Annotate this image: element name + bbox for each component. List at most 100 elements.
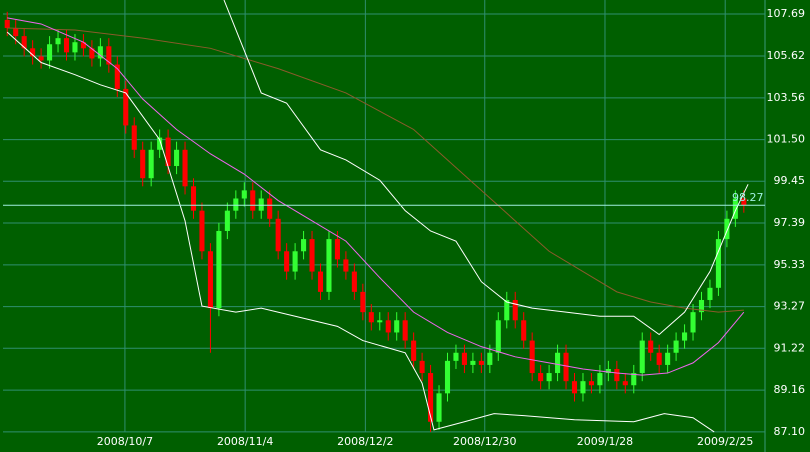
candle-body: [478, 360, 484, 365]
candle-body: [267, 198, 273, 219]
candle-body: [385, 320, 391, 333]
candle-body: [377, 320, 383, 323]
candle-body: [199, 210, 205, 252]
candle-body: [38, 56, 44, 61]
candle-body: [698, 299, 705, 313]
candle-body: [368, 312, 374, 323]
x-tick-label: 2009/1/28: [577, 435, 633, 448]
candle-body: [571, 381, 578, 394]
candle-body: [436, 393, 442, 422]
candle-body: [444, 360, 451, 394]
candle-body: [673, 340, 679, 353]
candle-body: [597, 373, 603, 386]
candle-body: [639, 340, 645, 374]
candle-body: [588, 381, 594, 386]
candle-body: [631, 373, 637, 386]
candle-body: [13, 28, 19, 37]
y-tick-label: 97.39: [774, 216, 806, 229]
candle-body: [394, 320, 400, 333]
candle-body: [292, 251, 298, 272]
candle-body: [682, 332, 688, 341]
x-tick-label: 2008/12/2: [337, 435, 393, 448]
y-tick-label: 87.10: [774, 425, 806, 438]
candle-body: [258, 198, 264, 211]
candle-body: [690, 312, 696, 333]
candle-body: [334, 239, 340, 260]
candle-body: [351, 271, 357, 292]
candle-body: [648, 340, 654, 353]
candle-body: [309, 239, 315, 272]
candle-body: [724, 218, 730, 240]
candle-body: [4, 19, 10, 29]
candle-body: [419, 360, 425, 374]
candle-body: [123, 88, 129, 126]
y-tick-label: 89.16: [774, 383, 806, 396]
candle-body: [317, 271, 324, 292]
candle-body: [190, 186, 197, 211]
candle-body: [233, 198, 239, 211]
candle-body: [614, 368, 620, 382]
candle-body: [97, 46, 103, 59]
y-tick-label: 95.33: [774, 258, 806, 271]
candle-body: [301, 239, 307, 252]
y-tick-label: 105.62: [767, 49, 806, 62]
candle-body: [512, 299, 518, 321]
candle-body: [428, 373, 434, 422]
candle-body: [715, 239, 721, 288]
candle-body: [157, 137, 163, 150]
candle-body: [275, 218, 281, 252]
candle-body: [402, 320, 408, 341]
candle-body: [216, 230, 222, 309]
candle-body: [453, 352, 459, 361]
candle-body: [326, 239, 332, 292]
x-tick-label: 2008/10/7: [97, 435, 153, 448]
candle-body: [538, 373, 544, 382]
last-price-label: 98.27: [732, 191, 764, 204]
candle-body: [21, 36, 27, 49]
y-tick-label: 99.45: [774, 174, 806, 187]
candle-body: [495, 320, 501, 353]
candle-body: [47, 44, 53, 61]
y-tick-label: 91.22: [774, 341, 806, 354]
candle-body: [741, 198, 747, 206]
candle-body: [63, 38, 70, 53]
candle-body: [80, 42, 86, 49]
candle-body: [563, 352, 569, 382]
indicator-line: [6, 31, 715, 433]
candle-body: [72, 42, 78, 53]
x-tick-label: 2009/2/25: [697, 435, 753, 448]
candle-body: [411, 340, 417, 361]
candle-body: [250, 190, 256, 211]
candle-body: [504, 299, 510, 321]
candle-body: [360, 291, 366, 313]
candle-body: [461, 352, 467, 365]
candle-body: [284, 251, 290, 272]
candle-body: [241, 190, 247, 199]
y-tick-label: 93.27: [774, 300, 806, 313]
candle-body: [55, 38, 61, 45]
candle-body: [140, 149, 146, 179]
candle-body: [182, 149, 188, 187]
candle-body: [580, 381, 586, 394]
candle-body: [605, 368, 611, 374]
candle-body: [529, 340, 535, 374]
candle-body: [224, 210, 230, 231]
y-tick-label: 101.50: [767, 133, 806, 146]
candle-body: [732, 198, 738, 219]
candle-body: [521, 320, 527, 341]
candle-body: [106, 46, 112, 65]
indicator-line: [7, 17, 745, 376]
candle-body: [207, 251, 213, 309]
candle-body: [174, 149, 180, 167]
candle-body: [665, 352, 671, 365]
candle-body: [470, 360, 476, 365]
x-tick-label: 2008/11/4: [217, 435, 273, 448]
candle-body: [89, 48, 95, 59]
candle-body: [30, 48, 36, 57]
candle-body: [622, 381, 628, 386]
candle-body: [546, 373, 552, 382]
candle-body: [165, 137, 171, 167]
x-tick-label: 2008/12/30: [453, 435, 516, 448]
candle-body: [131, 125, 137, 150]
